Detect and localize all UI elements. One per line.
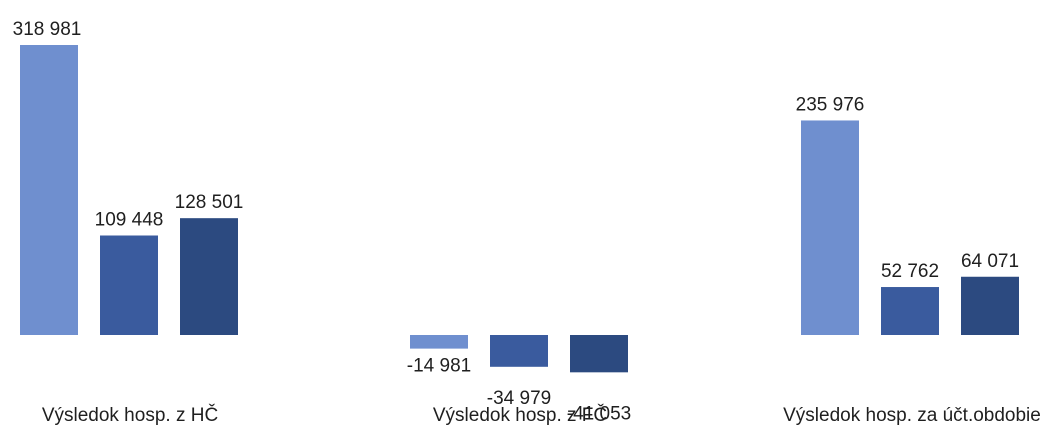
bar-3-2 [881, 287, 939, 335]
category-labels-layer: Výsledok hosp. z HČ Výsledok hosp. z FČ Vý… [42, 404, 1041, 426]
bar-1-2 [100, 235, 158, 335]
bar-2-3 [570, 335, 628, 373]
bar-1-1 [20, 45, 78, 335]
bar-2-2 [490, 335, 548, 367]
data-label-1-2: 109 448 [95, 209, 164, 230]
data-label-3-1: 235 976 [796, 94, 865, 115]
category-label-2: Výsledok hosp. z FČ [433, 404, 607, 426]
data-label-2-3: -41 053 [567, 403, 631, 424]
bar-1-3 [180, 218, 238, 335]
category-label-1: Výsledok hosp. z HČ [42, 404, 218, 426]
data-labels-layer: 318 981 -14 981 235 976 109 448 -34 979 52 76… [13, 19, 1019, 424]
data-label-2-1: -14 981 [407, 356, 471, 377]
data-label-1-1: 318 981 [13, 19, 82, 40]
data-label-3-3: 64 071 [961, 251, 1019, 272]
bars-layer [20, 45, 1019, 373]
data-label-1-3: 128 501 [175, 192, 244, 213]
data-label-3-2: 52 762 [881, 261, 939, 282]
bar-2-1 [410, 335, 468, 349]
data-label-2-2: -34 979 [487, 388, 551, 409]
category-label-3: Výsledok hosp. za účt.obdobie [783, 405, 1041, 426]
bar-3-3 [961, 276, 1019, 335]
bar-3-1 [801, 120, 859, 335]
